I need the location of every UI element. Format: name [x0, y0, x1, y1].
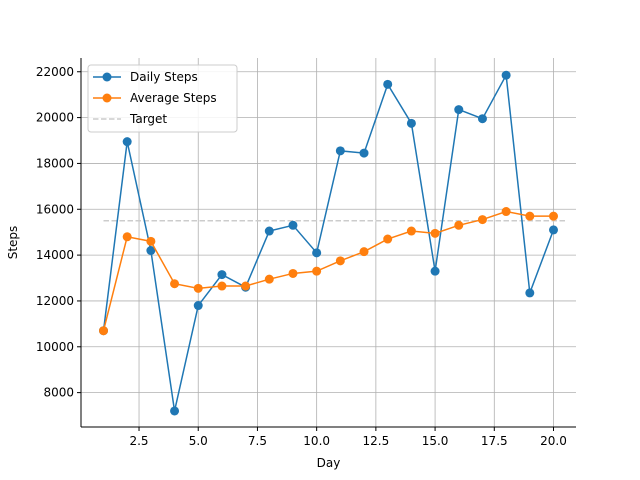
y-tick-label: 18000 — [36, 156, 74, 170]
average-steps-point — [193, 283, 203, 293]
daily-steps-point — [549, 225, 558, 235]
axes — [80, 58, 576, 428]
average-steps-point — [406, 226, 416, 236]
y-tick-label: 16000 — [36, 202, 74, 216]
legend-box — [87, 64, 238, 133]
average-steps-point — [525, 211, 535, 221]
daily-steps-point — [525, 288, 535, 298]
legend-marker-daily-steps — [102, 72, 112, 82]
average-steps-point — [99, 326, 108, 336]
average-steps-point — [383, 234, 393, 244]
daily-steps-point — [146, 246, 156, 256]
legend: Daily Steps Average Steps Target — [87, 64, 238, 133]
tick-labels: 2.5 5.0 7.5 10.0 12.5 15.0 17.5 20.0 8000 10000 12… — [36, 65, 567, 448]
x-axis-label: Day — [317, 456, 341, 470]
y-tick-label: 8000 — [43, 386, 74, 400]
y-tick-label: 12000 — [36, 294, 74, 308]
daily-steps-point — [288, 220, 298, 230]
y-axis-label: Steps — [6, 226, 20, 260]
average-steps-point — [549, 211, 558, 221]
x-tick-label: 2.5 — [129, 434, 148, 448]
y-tick-label: 20000 — [36, 111, 74, 125]
x-tick-label: 5.0 — [189, 434, 208, 448]
y-tick-label: 22000 — [36, 65, 74, 79]
x-tick-label: 20.0 — [540, 434, 567, 448]
y-tick-label: 10000 — [36, 340, 74, 354]
daily-steps-point — [193, 301, 203, 311]
x-tick-label: 7.5 — [248, 434, 267, 448]
average-steps-point — [430, 228, 440, 238]
legend-label-target: Target — [129, 112, 167, 126]
legend-label-daily-steps: Daily Steps — [130, 70, 198, 84]
daily-steps-point — [335, 146, 345, 156]
daily-steps-point — [217, 270, 227, 280]
daily-steps-point — [454, 105, 464, 115]
x-tick-label: 12.5 — [363, 434, 390, 448]
daily-steps-point — [170, 406, 180, 416]
daily-steps-point — [406, 118, 416, 128]
x-tick-label: 10.0 — [303, 434, 330, 448]
daily-steps-point — [501, 70, 511, 80]
average-steps-point — [454, 220, 464, 230]
average-steps-point — [264, 274, 274, 284]
average-steps-point — [477, 215, 487, 225]
series-group — [99, 70, 558, 416]
average-steps-point — [359, 247, 369, 257]
average-steps-point — [501, 207, 511, 217]
average-steps-point — [312, 266, 322, 276]
daily-steps-point — [264, 226, 274, 236]
y-tick-label: 14000 — [36, 248, 74, 262]
average-steps-point — [146, 236, 156, 246]
average-steps-point — [170, 279, 180, 289]
legend-marker-average-steps — [102, 93, 112, 103]
average-steps-point — [217, 281, 227, 291]
x-tick-label: 15.0 — [422, 434, 449, 448]
average-steps-point — [335, 256, 345, 266]
x-tick-label: 17.5 — [481, 434, 508, 448]
daily-steps-point — [359, 148, 369, 158]
daily-steps-point — [312, 248, 322, 258]
grid — [81, 58, 576, 427]
average-steps-point — [122, 232, 132, 242]
legend-label-average-steps: Average Steps — [130, 91, 217, 105]
daily-steps-point — [383, 79, 393, 89]
average-steps-line — [102, 210, 554, 331]
daily-steps-point — [477, 114, 487, 124]
average-steps-point — [288, 268, 298, 278]
daily-steps-point — [122, 137, 132, 147]
daily-steps-point — [430, 266, 440, 276]
average-steps-point — [241, 281, 251, 291]
